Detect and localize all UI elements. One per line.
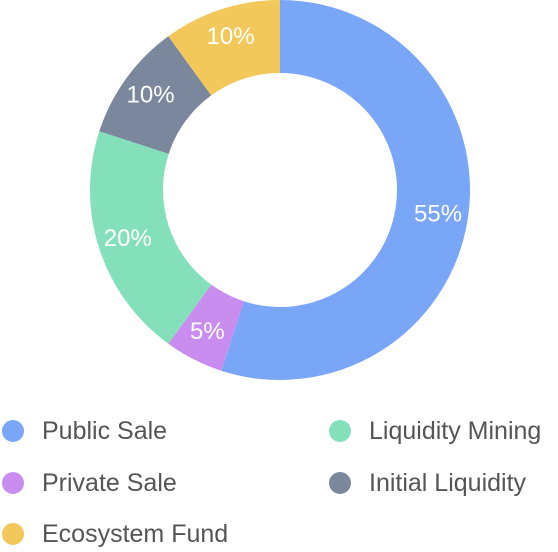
slice-label-ecosystem-fund: 10%	[207, 23, 255, 50]
donut-chart-svg: 55% 5% 20% 10% 10%	[0, 0, 558, 390]
legend-swatch-private-sale	[2, 472, 24, 494]
slice-label-private-sale: 5%	[190, 318, 225, 345]
legend-swatch-initial-liquidity	[329, 472, 351, 494]
legend-item-liquidity-mining[interactable]: Liquidity Mining	[329, 413, 541, 449]
legend-swatch-public-sale	[2, 420, 24, 442]
legend-label-liquidity-mining: Liquidity Mining	[369, 413, 541, 449]
slice-label-initial-liquidity: 10%	[127, 81, 175, 108]
slice-label-public-sale: 55%	[414, 200, 462, 227]
legend-label-public-sale: Public Sale	[42, 413, 167, 449]
slice-label-liquidity-mining: 20%	[104, 225, 152, 252]
legend-item-initial-liquidity[interactable]: Initial Liquidity	[329, 465, 526, 501]
legend-swatch-liquidity-mining	[329, 420, 351, 442]
legend-item-private-sale[interactable]: Private Sale	[2, 465, 177, 501]
legend-label-private-sale: Private Sale	[42, 465, 177, 501]
legend-item-ecosystem-fund[interactable]: Ecosystem Fund	[2, 516, 228, 552]
legend-label-ecosystem-fund: Ecosystem Fund	[42, 516, 228, 552]
chart-legend: Public Sale Private Sale Ecosystem Fund …	[0, 405, 558, 552]
legend-swatch-ecosystem-fund	[2, 523, 24, 545]
legend-item-public-sale[interactable]: Public Sale	[2, 413, 167, 449]
legend-label-initial-liquidity: Initial Liquidity	[369, 465, 526, 501]
